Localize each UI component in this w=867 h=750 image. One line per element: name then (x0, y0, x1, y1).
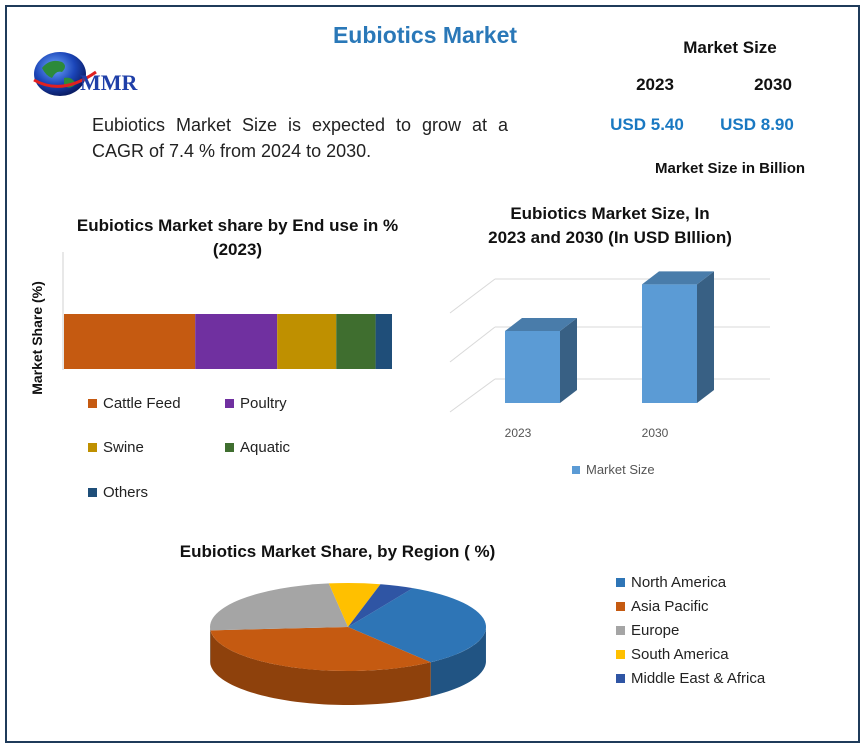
globe-icon (33, 52, 97, 96)
legend-europe: Europe (616, 618, 765, 642)
size-chart-title: Eubiotics Market Size, In 2023 and 2030 … (460, 202, 760, 250)
legend-label: Asia Pacific (631, 597, 709, 615)
legend-south-america: South America (616, 642, 765, 666)
grid-lines (449, 278, 770, 413)
enduse-chart-title-line2: (2023) (212, 240, 263, 259)
enduse-segment-poultry (195, 314, 278, 369)
size-bar-2023-top (505, 318, 577, 331)
legend-label: Cattle Feed (103, 395, 181, 412)
size-bar-2030 (642, 271, 714, 403)
enduse-segment-swine (277, 314, 337, 369)
legend-label: Aquatic (240, 439, 291, 456)
region-slice-europe (210, 583, 348, 631)
others-swatch (88, 488, 97, 497)
legend-label: Swine (103, 439, 144, 456)
enduse-stacked-bar-chart (62, 252, 392, 370)
market-size-value-2030: USD 8.90 (720, 115, 794, 134)
asia-pacific-swatch (616, 601, 625, 611)
legend-label: Poultry (240, 395, 287, 412)
legend-asia-pacific: Asia Pacific (616, 594, 765, 618)
north-america-swatch (616, 577, 625, 587)
size-chart-title-line2: 2023 and 2030 (In USD BIllion) (488, 228, 732, 247)
region-slice-asia-pacific (210, 627, 431, 671)
size-chart-title-line1: Eubiotics Market Size, In (510, 204, 710, 223)
enduse-legend-others: Others (88, 484, 148, 501)
region-legend: North America Asia Pacific Europe South … (616, 570, 765, 690)
enduse-chart-ylabel: Market Share (%) (29, 281, 45, 395)
mea-swatch (616, 673, 625, 683)
enduse-legend-poultry: Poultry (225, 395, 287, 412)
enduse-segment-others (375, 314, 392, 369)
region-pie-chart (210, 583, 486, 705)
size-bar-2023-front (505, 331, 560, 403)
size-x-label-2030: 2030 (641, 426, 669, 440)
region-slice-side-north-america (430, 628, 486, 697)
market-size-value-2023: USD 5.40 (610, 115, 684, 134)
legend-label: Others (103, 484, 149, 501)
size-bar-2030-side (697, 271, 714, 403)
region-slice-south-america (328, 583, 381, 627)
market-size-swatch (572, 465, 580, 474)
enduse-chart-title: Eubiotics Market share by End use in % (… (60, 214, 415, 262)
size-x-label-2023: 2023 (504, 426, 532, 440)
infographic-frame (5, 5, 860, 743)
mmr-logo: MMR (32, 50, 162, 100)
legend-label: North America (631, 573, 727, 591)
market-size-unit-note: Market Size in Billion (654, 160, 806, 177)
market-size-year-2023: 2023 (636, 75, 674, 94)
logo-text: MMR (80, 70, 138, 95)
page-title: Eubiotics Market (332, 22, 518, 48)
legend-mea: Middle East & Africa (616, 666, 765, 690)
region-slice-middle-east-africa (348, 584, 413, 627)
enduse-legend-swine: Swine (88, 439, 144, 456)
legend-label: South America (631, 645, 729, 663)
enduse-legend-aquatic: Aquatic (225, 439, 290, 456)
europe-swatch (616, 625, 625, 635)
market-description: Eubiotics Market Size is expected to gro… (92, 115, 508, 161)
region-slice-side-asia-pacific (210, 630, 431, 705)
aquatic-swatch (225, 443, 234, 452)
size-bar-2030-top (642, 271, 714, 285)
south-america-swatch (616, 649, 625, 659)
legend-label: Europe (631, 621, 680, 639)
legend-north-america: North America (616, 570, 765, 594)
poultry-swatch (225, 399, 234, 408)
legend-label: Market Size (586, 462, 655, 477)
cattle-feed-swatch (88, 399, 97, 408)
size-bar-2023-side (560, 318, 577, 403)
enduse-chart-title-line1: Eubiotics Market share by End use in % (76, 216, 399, 235)
legend-label: Middle East & Africa (631, 669, 766, 687)
size-legend: Market Size (572, 462, 655, 477)
market-size-year-2030: 2030 (754, 75, 792, 94)
size-bar-2030-front (642, 284, 697, 403)
size-bar-2023 (505, 318, 577, 403)
region-slice-north-america (348, 588, 486, 663)
enduse-segment-aquatic (336, 314, 376, 369)
swine-swatch (88, 443, 97, 452)
enduse-segment-cattle-feed (64, 314, 196, 369)
region-chart-title: Eubiotics Market Share, by Region ( %) (179, 542, 496, 561)
enduse-legend-cattle: Cattle Feed (88, 395, 181, 412)
market-size-heading: Market Size (683, 38, 777, 57)
market-size-bar-chart (449, 271, 770, 413)
